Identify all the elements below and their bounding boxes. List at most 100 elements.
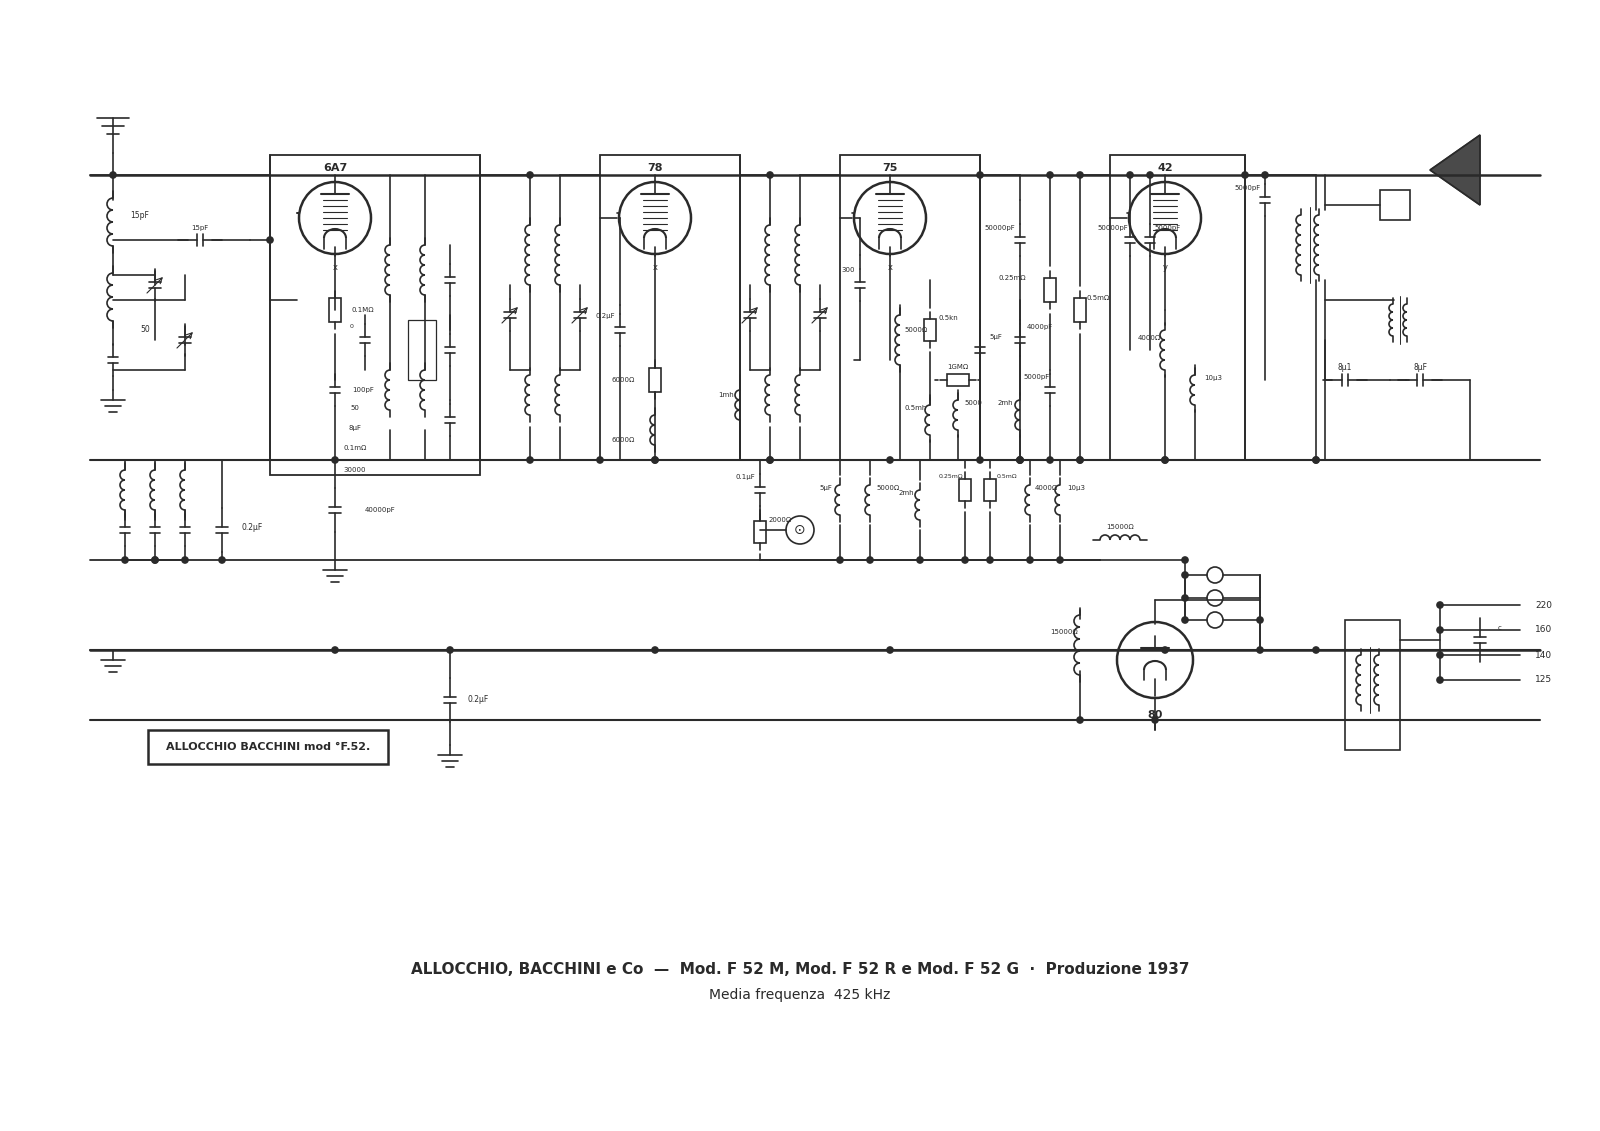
Text: 0.2µF: 0.2µF (467, 696, 488, 705)
Text: 75: 75 (882, 163, 898, 173)
Circle shape (1077, 457, 1083, 463)
Circle shape (1018, 457, 1022, 463)
Circle shape (152, 556, 158, 563)
Text: c: c (1498, 625, 1502, 631)
Text: 160: 160 (1534, 625, 1552, 634)
Text: 5000pF: 5000pF (1235, 185, 1261, 191)
Bar (840, 155, 979, 460)
Circle shape (766, 457, 773, 463)
Text: ⊙: ⊙ (794, 523, 806, 537)
Circle shape (978, 172, 982, 178)
Circle shape (1077, 717, 1083, 723)
Text: 5000: 5000 (965, 400, 982, 406)
Circle shape (766, 172, 773, 178)
Bar (408, 320, 435, 380)
Circle shape (1437, 651, 1443, 658)
Circle shape (1182, 595, 1187, 601)
Text: 0.25mΩ: 0.25mΩ (998, 275, 1026, 280)
Bar (754, 521, 766, 543)
Circle shape (1314, 457, 1318, 463)
Bar (1379, 190, 1410, 221)
Circle shape (1162, 457, 1168, 463)
Text: 5µF: 5µF (989, 334, 1003, 340)
Text: 300: 300 (842, 267, 854, 273)
Text: 1mh: 1mh (718, 392, 734, 398)
Text: 10µ3: 10µ3 (1067, 485, 1085, 491)
Text: 50: 50 (350, 405, 360, 411)
Circle shape (1242, 172, 1248, 178)
Circle shape (333, 457, 338, 463)
Circle shape (886, 457, 893, 463)
Circle shape (837, 556, 843, 563)
Bar (147, 729, 387, 765)
Text: 0.2µF: 0.2µF (242, 524, 262, 533)
Text: 80: 80 (1147, 710, 1163, 720)
Circle shape (653, 457, 658, 463)
Circle shape (1018, 457, 1022, 463)
Circle shape (267, 238, 274, 243)
Text: 40000pF: 40000pF (365, 507, 395, 513)
Text: ALLOCCHIO BACCHINI mod °F.52.: ALLOCCHIO BACCHINI mod °F.52. (166, 742, 370, 752)
Circle shape (1182, 618, 1187, 623)
Text: 0: 0 (350, 325, 354, 329)
Circle shape (1314, 457, 1318, 463)
Text: 5000Ω: 5000Ω (904, 327, 928, 333)
Bar (650, 368, 661, 392)
Bar (958, 480, 971, 501)
Circle shape (1018, 457, 1022, 463)
Text: 42: 42 (1157, 163, 1173, 173)
Circle shape (1437, 602, 1443, 608)
Text: 8µ1: 8µ1 (1338, 363, 1352, 371)
Text: x: x (333, 264, 338, 273)
Text: Media frequenza  425 kHz: Media frequenza 425 kHz (709, 988, 891, 1002)
Circle shape (1046, 172, 1053, 178)
Polygon shape (1430, 135, 1480, 205)
Text: 50000pF: 50000pF (1098, 225, 1128, 231)
Text: 4000Ω: 4000Ω (1034, 485, 1058, 491)
Circle shape (1058, 556, 1062, 563)
Bar (600, 155, 739, 460)
Circle shape (219, 556, 226, 563)
Circle shape (1152, 717, 1158, 723)
Text: 5000Ω: 5000Ω (877, 485, 899, 491)
Circle shape (1258, 618, 1262, 623)
Bar (947, 374, 970, 386)
Text: 78: 78 (648, 163, 662, 173)
Circle shape (446, 647, 453, 653)
Text: 10µ3: 10µ3 (1205, 375, 1222, 381)
Circle shape (1182, 572, 1187, 578)
Circle shape (1182, 556, 1187, 563)
Circle shape (333, 647, 338, 653)
Text: 6A7: 6A7 (323, 163, 347, 173)
Circle shape (1147, 172, 1154, 178)
Circle shape (867, 556, 874, 563)
Circle shape (1126, 172, 1133, 178)
Circle shape (962, 556, 968, 563)
Circle shape (1437, 627, 1443, 633)
Circle shape (1077, 172, 1083, 178)
Text: 0.1µF: 0.1µF (734, 474, 755, 480)
Text: x: x (888, 264, 893, 273)
Text: 100pF: 100pF (352, 387, 374, 392)
Text: 30000: 30000 (344, 467, 366, 473)
Text: 50: 50 (141, 326, 150, 335)
Text: 125: 125 (1534, 675, 1552, 684)
Bar (1043, 278, 1056, 302)
Text: 8µF: 8µF (349, 425, 362, 431)
Circle shape (1258, 647, 1262, 653)
Text: 0.5mΩ: 0.5mΩ (997, 474, 1018, 478)
Circle shape (526, 457, 533, 463)
Circle shape (987, 556, 994, 563)
Circle shape (182, 556, 189, 563)
Circle shape (122, 556, 128, 563)
Circle shape (1162, 457, 1168, 463)
Text: x: x (653, 264, 658, 273)
Text: 0.5kn: 0.5kn (938, 316, 958, 321)
Text: 0.25mΩ: 0.25mΩ (939, 474, 963, 478)
Bar (1346, 620, 1400, 750)
Text: 6000Ω: 6000Ω (611, 377, 635, 383)
Text: 0.1mΩ: 0.1mΩ (344, 444, 366, 451)
Text: 15000Ω: 15000Ω (1050, 629, 1078, 634)
Bar (925, 319, 936, 342)
Text: 0.5mh: 0.5mh (906, 405, 926, 411)
